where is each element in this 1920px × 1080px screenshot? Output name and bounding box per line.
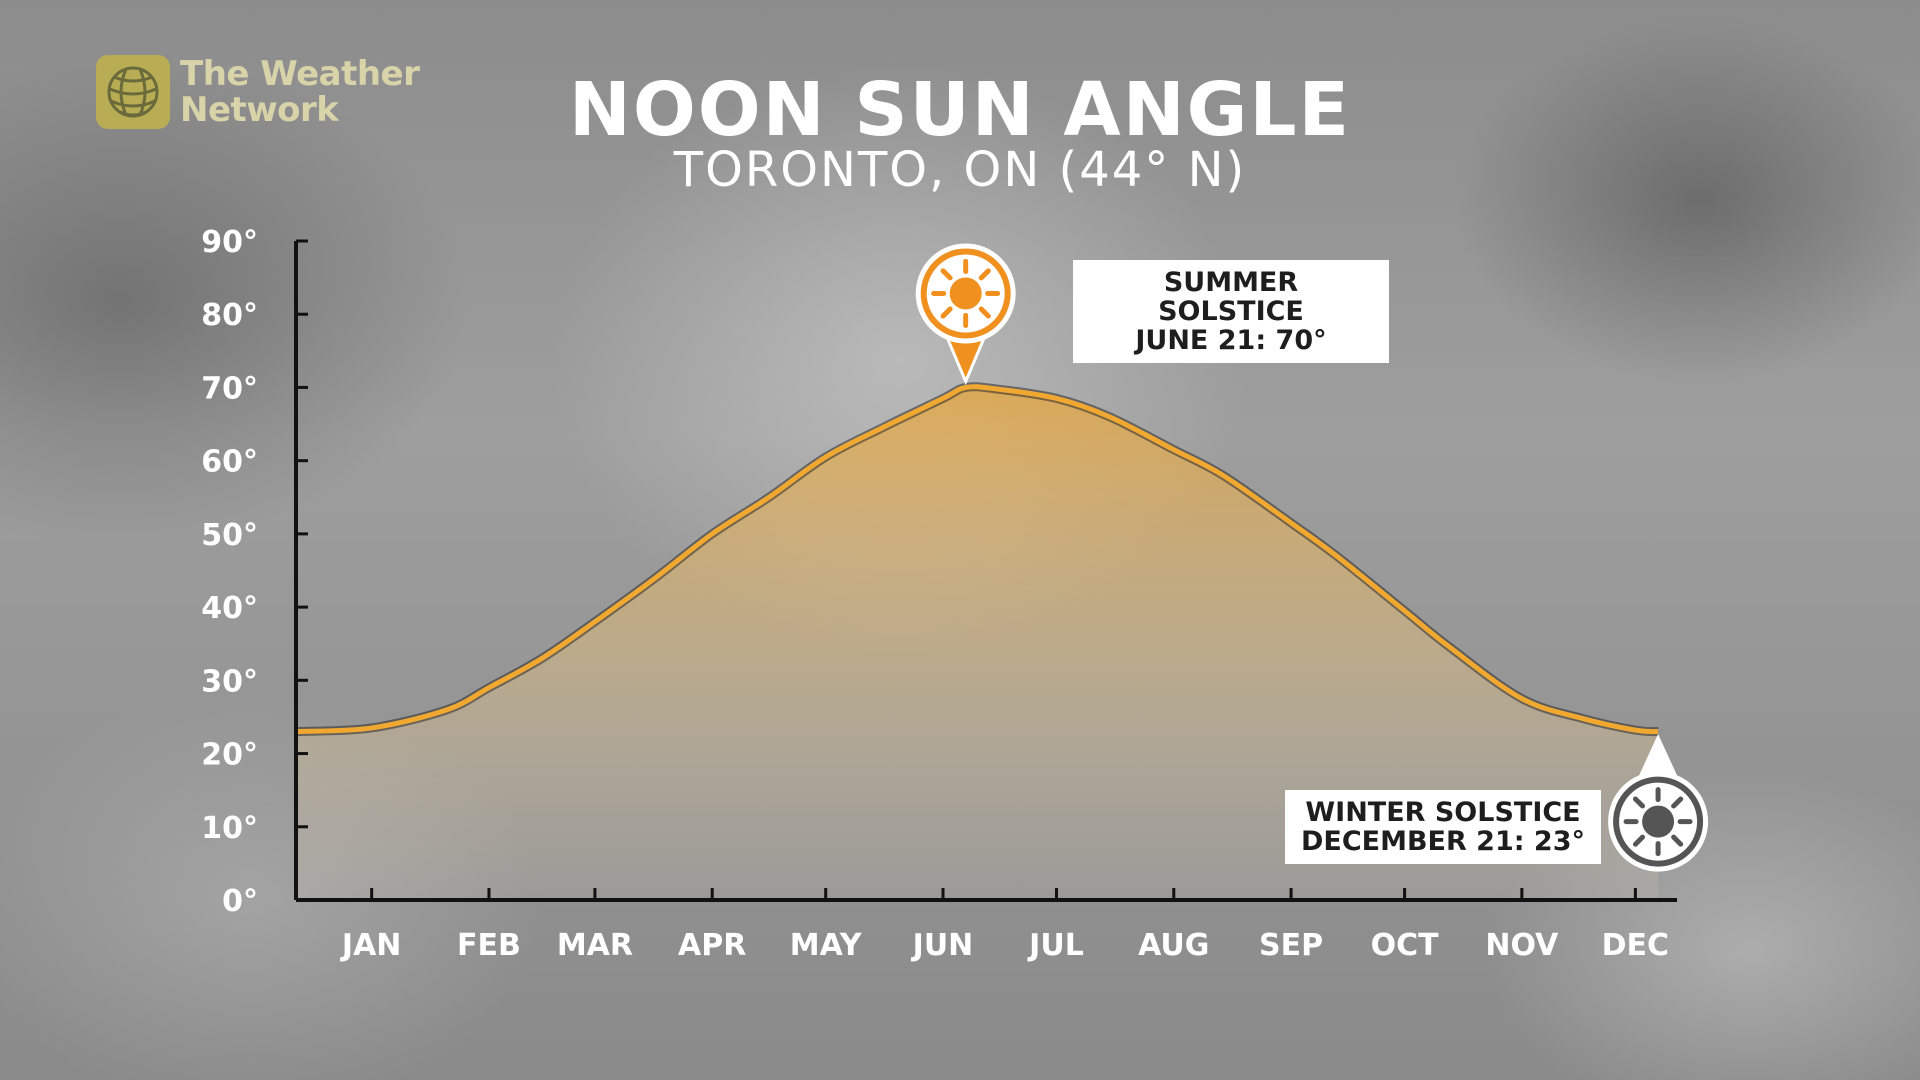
y-tick-label: 10° (201, 811, 258, 846)
winter-solstice-callout: WINTER SOLSTICE DECEMBER 21: 23° (1285, 790, 1601, 864)
sun-ray (940, 306, 953, 319)
series-line (295, 384, 1659, 735)
x-tick-label: DEC (1602, 928, 1669, 963)
brand-name: The Weather Network (180, 54, 420, 130)
x-tick-label: SEP (1259, 928, 1323, 963)
sun-icon (1608, 733, 1709, 872)
y-tick-label: 90° (201, 225, 258, 260)
sun-ray (940, 268, 953, 281)
globe-icon (96, 55, 170, 129)
y-tick-label: 70° (201, 371, 258, 406)
sun-ray (1632, 834, 1646, 847)
chart-subtitle: TORONTO, ON (44° N) (673, 142, 1247, 198)
y-tick-label: 50° (201, 518, 258, 553)
sun-icon (915, 243, 1016, 386)
sun-ray (978, 306, 991, 319)
x-tick-label: NOV (1485, 928, 1559, 963)
x-tick-label: JUL (1027, 928, 1084, 963)
x-tick-label: FEB (457, 928, 521, 963)
brand-line1: The Weather (180, 54, 420, 94)
summer-solstice-callout: SUMMER SOLSTICE JUNE 21: 70° (1073, 260, 1389, 363)
x-tick-label: JUN (911, 928, 974, 963)
y-tick-label: 80° (201, 298, 258, 333)
summer-solstice-title: SUMMER SOLSTICE (1158, 267, 1304, 327)
sun-ray (1671, 834, 1684, 847)
sun-core (949, 277, 982, 310)
brand-line2: Network (180, 90, 339, 130)
y-tick-label: 0° (222, 884, 258, 919)
x-tick-label: MAR (557, 928, 633, 963)
y-tick-label: 60° (201, 445, 258, 480)
sun-ray (1632, 796, 1646, 809)
y-tick-label: 30° (201, 664, 258, 699)
y-tick-label: 20° (201, 738, 258, 773)
winter-solstice-title: WINTER SOLSTICE (1305, 797, 1581, 828)
x-tick-label: JAN (340, 928, 402, 963)
winter-solstice-value: DECEMBER 21: 23° (1300, 826, 1586, 857)
chart-title: NOON SUN ANGLE (568, 67, 1352, 153)
x-tick-label: AUG (1138, 928, 1209, 963)
summer-solstice-value: JUNE 21: 70° (1135, 325, 1327, 356)
brand-logo: The Weather Network (96, 54, 420, 130)
sun-ray (978, 268, 991, 281)
sun-core (1642, 805, 1675, 838)
x-tick-label: APR (678, 928, 746, 963)
series-area-fill (296, 386, 1659, 900)
x-tick-label: MAY (790, 928, 863, 963)
y-tick-label: 40° (201, 591, 258, 626)
x-tick-label: OCT (1371, 928, 1440, 963)
sun-ray (1671, 796, 1684, 809)
